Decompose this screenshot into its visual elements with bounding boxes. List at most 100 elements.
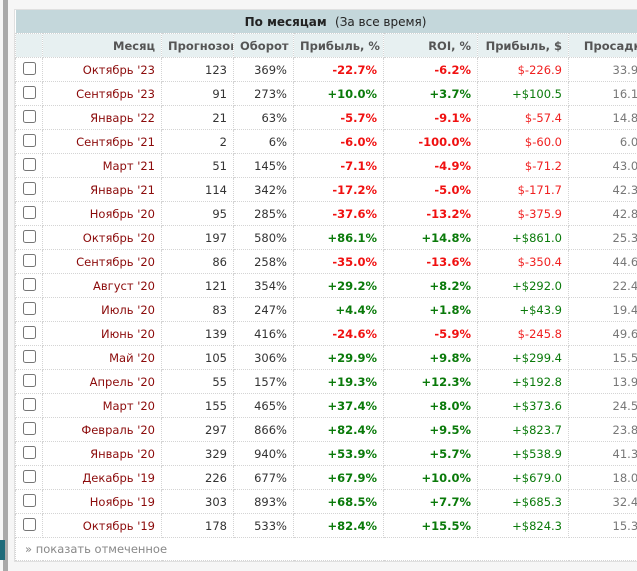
profit-pct-cell: -5.7%: [293, 105, 384, 130]
profit-usd-cell: $-375.9: [477, 201, 569, 226]
turnover-cell: 285%: [233, 201, 294, 226]
month-cell: Сентябрь '20: [42, 249, 162, 274]
bets-cell: 105: [161, 345, 234, 370]
row-checkbox[interactable]: [22, 157, 36, 171]
profit-usd-cell: +$685.3: [477, 489, 569, 514]
turnover-cell: 354%: [233, 273, 294, 298]
row-checkbox[interactable]: [22, 517, 36, 531]
turnover-cell: 533%: [233, 513, 294, 538]
row-select-cell: [15, 177, 43, 202]
row-checkbox[interactable]: [22, 493, 36, 507]
month-cell: Апрель '20: [42, 369, 162, 394]
profit-usd-cell: +$373.6: [477, 393, 569, 418]
row-select-cell: [15, 225, 43, 250]
row-select-cell: [15, 153, 43, 178]
row-checkbox[interactable]: [22, 181, 36, 195]
profit-usd-cell: +$538.9: [477, 441, 569, 466]
profit-pct-cell: +4.4%: [293, 297, 384, 322]
bets-cell: 55: [161, 369, 234, 394]
month-cell: Октябрь '23: [42, 57, 162, 82]
bets-cell: 51: [161, 153, 234, 178]
row-checkbox[interactable]: [22, 421, 36, 435]
drawdown-cell: 19.4%: [567, 297, 637, 322]
turnover-cell: 63%: [233, 105, 294, 130]
turnover-cell: 580%: [233, 225, 294, 250]
row-checkbox[interactable]: [22, 61, 36, 75]
bets-cell: 329: [161, 441, 234, 466]
profit-usd-cell: $-171.7: [477, 177, 569, 202]
bets-cell: 155: [161, 393, 234, 418]
row-checkbox[interactable]: [22, 349, 36, 363]
roi-cell: -100.0%: [383, 129, 478, 154]
column-header-bets[interactable]: Прогнозов: [161, 33, 234, 58]
bets-cell: 2: [161, 129, 234, 154]
drawdown-cell: 22.4%: [567, 273, 637, 298]
profit-pct-cell: -7.1%: [293, 153, 384, 178]
roi-cell: +3.7%: [383, 81, 478, 106]
profit-pct-cell: +37.4%: [293, 393, 384, 418]
row-select-cell: [15, 81, 43, 106]
row-checkbox[interactable]: [22, 205, 36, 219]
column-header-profit-pct[interactable]: Прибыль, %: [293, 33, 384, 58]
month-cell: Ноябрь '19: [42, 489, 162, 514]
drawdown-cell: 18.0%: [567, 465, 637, 490]
show-selected-link[interactable]: » показать отмеченное: [25, 542, 168, 556]
drawdown-cell: 42.8%: [567, 201, 637, 226]
row-checkbox[interactable]: [22, 109, 36, 123]
column-header-drawdown[interactable]: Просадка: [567, 33, 637, 58]
row-checkbox[interactable]: [22, 85, 36, 99]
drawdown-cell: 24.5%: [567, 393, 637, 418]
drawdown-cell: 43.0%: [567, 153, 637, 178]
roi-cell: -6.2%: [383, 57, 478, 82]
column-header-month[interactable]: Месяц: [42, 33, 162, 58]
row-checkbox[interactable]: [22, 373, 36, 387]
bets-cell: 91: [161, 81, 234, 106]
row-checkbox[interactable]: [22, 325, 36, 339]
turnover-cell: 369%: [233, 57, 294, 82]
row-checkbox[interactable]: [22, 397, 36, 411]
drawdown-cell: 14.8%: [567, 105, 637, 130]
column-header-roi[interactable]: ROI, %: [383, 33, 478, 58]
turnover-cell: 416%: [233, 321, 294, 346]
row-checkbox[interactable]: [22, 277, 36, 291]
turnover-cell: 6%: [233, 129, 294, 154]
profit-pct-cell: +29.2%: [293, 273, 384, 298]
roi-cell: +9.8%: [383, 345, 478, 370]
month-cell: Декабрь '19: [42, 465, 162, 490]
row-checkbox[interactable]: [22, 253, 36, 267]
row-checkbox[interactable]: [22, 133, 36, 147]
profit-usd-cell: $-226.9: [477, 57, 569, 82]
bets-cell: 123: [161, 57, 234, 82]
row-checkbox[interactable]: [22, 301, 36, 315]
table-row: Декабрь '19 226 677% +67.9% +10.0% +$679.0 18.…: [15, 465, 637, 490]
row-checkbox[interactable]: [22, 469, 36, 483]
profit-usd-cell: +$861.0: [477, 225, 569, 250]
row-checkbox[interactable]: [22, 229, 36, 243]
roi-cell: -13.6%: [383, 249, 478, 274]
bets-cell: 86: [161, 249, 234, 274]
turnover-cell: 465%: [233, 393, 294, 418]
profit-usd-cell: +$823.7: [477, 417, 569, 442]
column-header-turnover[interactable]: Оборот: [233, 33, 294, 58]
turnover-cell: 258%: [233, 249, 294, 274]
row-checkbox[interactable]: [22, 445, 36, 459]
column-header-profit-usd[interactable]: Прибыль, $: [477, 33, 569, 58]
row-select-cell: [15, 513, 43, 538]
turnover-cell: 677%: [233, 465, 294, 490]
turnover-cell: 866%: [233, 417, 294, 442]
turnover-cell: 940%: [233, 441, 294, 466]
bets-cell: 197: [161, 225, 234, 250]
bets-cell: 114: [161, 177, 234, 202]
row-select-cell: [15, 273, 43, 298]
row-select-cell: [15, 105, 43, 130]
month-cell: Май '20: [42, 345, 162, 370]
turnover-cell: 893%: [233, 489, 294, 514]
